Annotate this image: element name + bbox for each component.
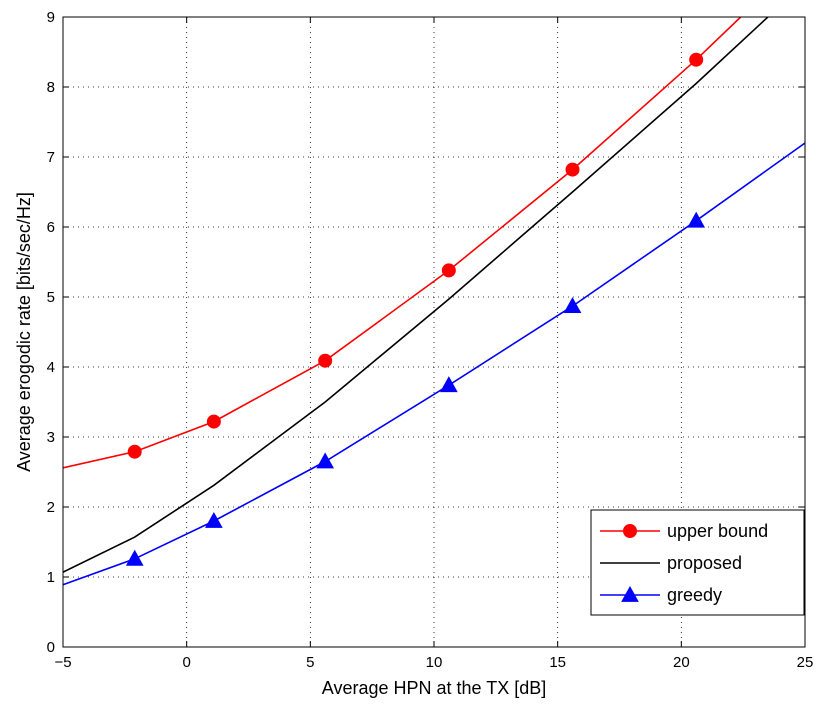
y-tick-label: 7 xyxy=(47,149,55,166)
legend-item-greedy: greedy xyxy=(600,585,722,605)
data-point-marker xyxy=(127,444,142,459)
y-tick-label: 9 xyxy=(47,9,55,26)
data-point-marker xyxy=(565,162,580,177)
x-tick-label: 25 xyxy=(797,654,814,671)
data-point-marker xyxy=(689,52,704,67)
data-point-marker xyxy=(563,297,582,313)
legend-item-proposed: proposed xyxy=(600,553,742,573)
legend-label: greedy xyxy=(667,585,722,605)
series-line xyxy=(63,17,742,469)
x-tick-label: 5 xyxy=(306,654,314,671)
y-tick-label: 3 xyxy=(47,429,55,446)
series-line xyxy=(63,142,805,586)
data-point-marker xyxy=(318,353,333,368)
data-point-marker xyxy=(439,376,458,393)
legend-label: upper bound xyxy=(667,521,768,541)
data-point-marker xyxy=(687,211,706,228)
legend-label: proposed xyxy=(667,553,742,573)
x-tick-label: −5 xyxy=(54,654,71,671)
x-tick-label: 10 xyxy=(426,654,443,671)
legend-swatch-marker xyxy=(623,524,637,538)
y-axis-label: Average erogodic rate [bits/sec/Hz] xyxy=(14,192,34,472)
x-axis-label: Average HPN at the TX [dB] xyxy=(322,678,546,698)
data-point-marker xyxy=(205,511,223,528)
y-tick-label: 5 xyxy=(47,289,55,306)
y-tick-label: 4 xyxy=(47,359,55,376)
data-point-marker xyxy=(441,263,456,278)
x-tick-label: 0 xyxy=(182,654,190,671)
legend-swatch-marker xyxy=(621,585,639,602)
y-tick-label: 1 xyxy=(47,569,55,586)
x-tick-label: 20 xyxy=(673,654,690,671)
y-tick-label: 0 xyxy=(47,639,55,656)
grid-lines xyxy=(63,17,805,647)
series-greedy xyxy=(63,142,805,586)
series-upper-bound xyxy=(63,17,742,469)
series-layer xyxy=(63,17,805,586)
series-proposed xyxy=(63,17,769,573)
legend: upper bound proposed greedy xyxy=(590,509,805,616)
y-tick-label: 6 xyxy=(47,219,55,236)
data-point-marker xyxy=(206,414,221,429)
y-tick-label: 2 xyxy=(47,499,55,516)
series-line xyxy=(63,17,769,573)
y-tick-label: 8 xyxy=(47,79,55,96)
data-point-marker xyxy=(316,452,335,469)
legend-item-upper-bound: upper bound xyxy=(600,521,768,541)
x-tick-label: 15 xyxy=(549,654,566,671)
data-point-marker xyxy=(125,549,144,566)
